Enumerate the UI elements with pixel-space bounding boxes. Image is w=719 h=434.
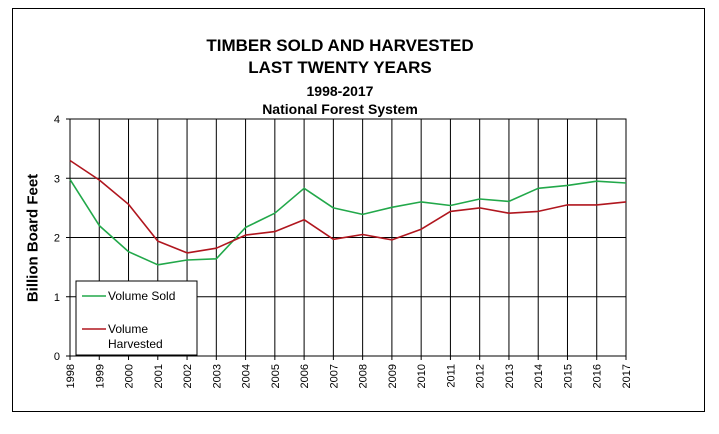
chart-subtitle-system: National Forest System bbox=[262, 101, 418, 117]
legend-label-volume-harvested-line-2: Harvested bbox=[108, 337, 163, 351]
x-tick-label: 2010 bbox=[416, 364, 428, 388]
x-tick-label: 2003 bbox=[211, 364, 223, 388]
chart-subtitle-years: 1998-2017 bbox=[306, 83, 374, 99]
x-tick-label: 2011 bbox=[445, 364, 457, 388]
x-tick-label: 2017 bbox=[621, 364, 633, 388]
x-tick-label: 2002 bbox=[182, 364, 194, 388]
x-tick-label: 2005 bbox=[270, 364, 282, 388]
x-tick-label: 2009 bbox=[387, 364, 399, 388]
x-tick-label: 2006 bbox=[299, 364, 311, 388]
series-line-volume-harvested bbox=[69, 159, 627, 254]
x-tick-label: 2014 bbox=[533, 364, 545, 388]
y-tick-label: 2 bbox=[54, 233, 60, 245]
chart-title-line-1: TIMBER SOLD AND HARVESTED bbox=[206, 36, 474, 55]
chart-frame bbox=[12, 8, 705, 412]
chart-title-line-2: LAST TWENTY YEARS bbox=[248, 58, 432, 77]
legend-label-volume-sold: Volume Sold bbox=[108, 289, 175, 303]
x-tick-label: 2015 bbox=[562, 364, 574, 388]
x-tick-label: 2008 bbox=[358, 364, 370, 388]
x-tick-label: 2016 bbox=[592, 364, 604, 388]
legend-box bbox=[75, 280, 198, 356]
y-tick-label: 1 bbox=[54, 292, 60, 304]
x-tick-label: 1998 bbox=[65, 364, 77, 388]
x-tick-label: 2007 bbox=[328, 364, 340, 388]
x-tick-label: 2001 bbox=[153, 364, 165, 388]
y-tick-label: 4 bbox=[54, 114, 60, 126]
y-tick-label: 0 bbox=[54, 351, 60, 363]
series-line-volume-sold bbox=[69, 178, 627, 266]
x-tick-label: 2013 bbox=[504, 364, 516, 388]
x-tick-label: 2012 bbox=[475, 364, 487, 388]
x-tick-label: 2004 bbox=[241, 364, 253, 388]
y-tick-label: 3 bbox=[54, 173, 60, 185]
x-tick-label: 2000 bbox=[124, 364, 136, 388]
legend-label-volume-harvested: Volume bbox=[108, 322, 148, 336]
x-tick-label: 1999 bbox=[94, 364, 106, 388]
